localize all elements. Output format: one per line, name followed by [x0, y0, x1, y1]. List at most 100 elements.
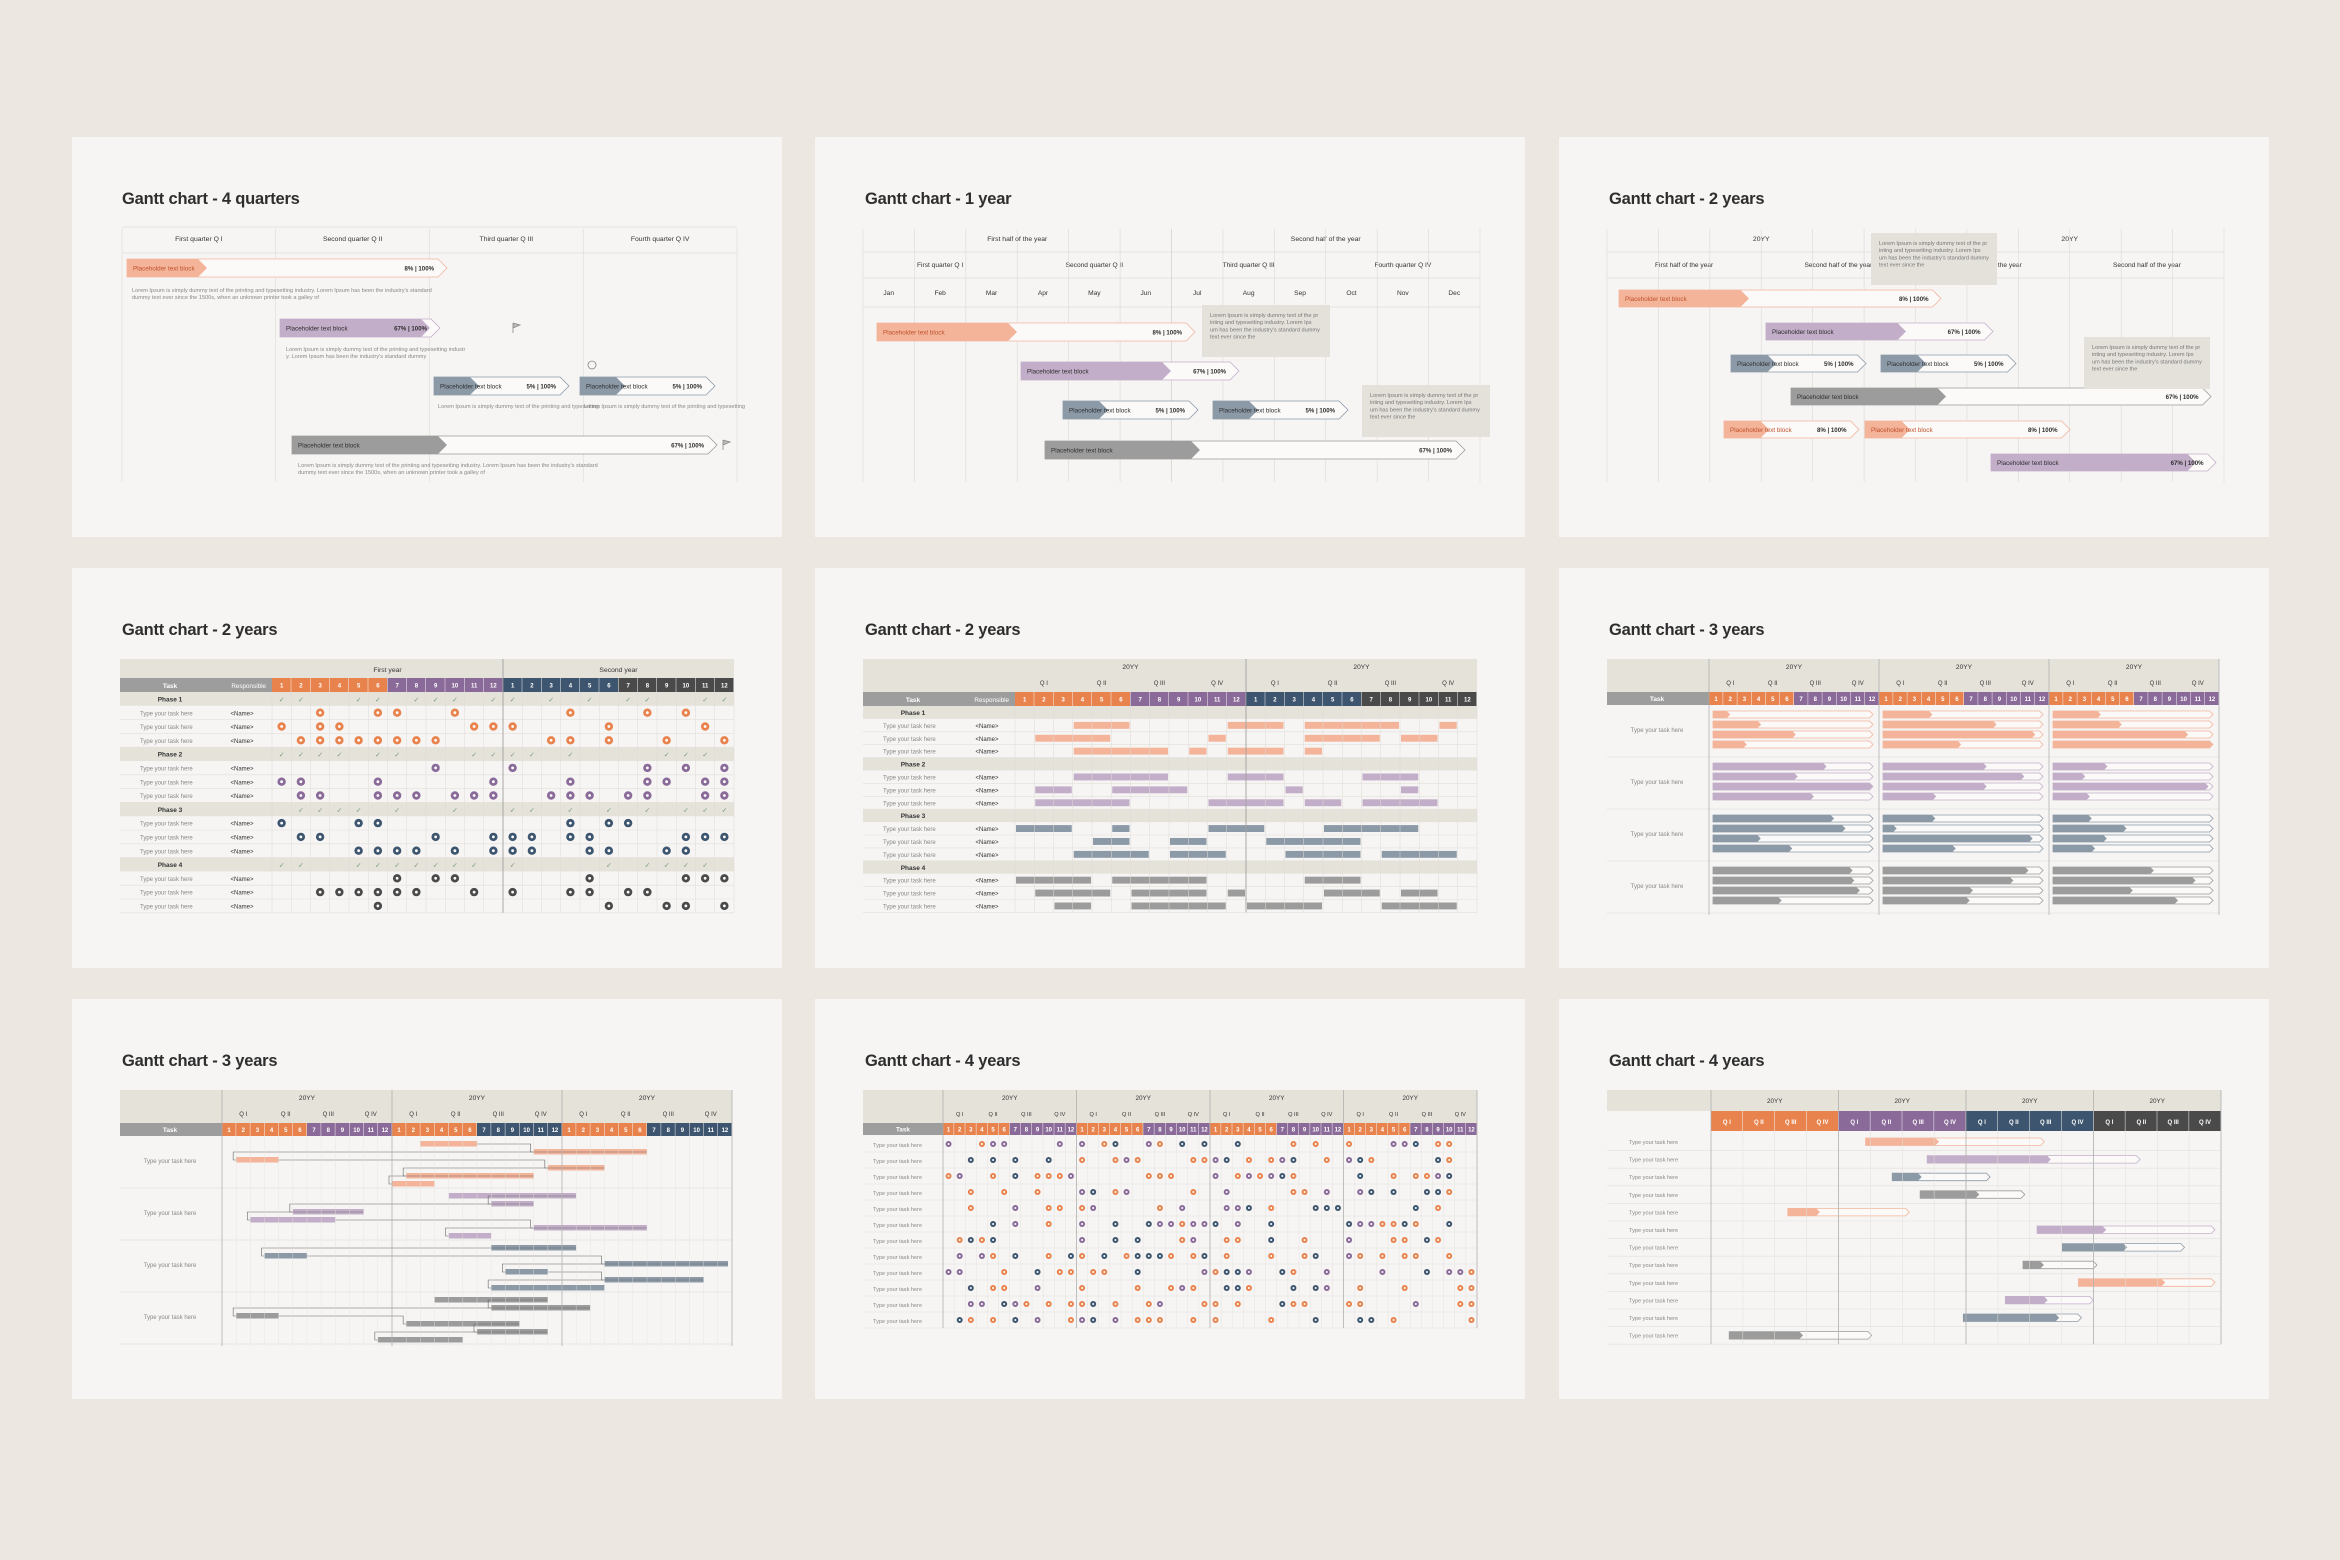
- marker-center: [318, 835, 322, 839]
- month-cell: [689, 1123, 704, 1136]
- marker-center: [1181, 1239, 1184, 1241]
- month-number: 9: [1408, 697, 1412, 703]
- marker-center: [1270, 1175, 1273, 1177]
- month-cell: [1907, 692, 1921, 705]
- marker-center: [980, 1239, 983, 1241]
- check-icon: ✓: [433, 863, 439, 870]
- month-number: 6: [1119, 697, 1123, 703]
- check-icon: ✓: [490, 697, 496, 704]
- marker-center: [1236, 1287, 1239, 1289]
- check-icon: ✓: [548, 697, 554, 704]
- month-cell: [1087, 1123, 1099, 1135]
- task-label: Type your task here: [1629, 1246, 1678, 1252]
- marker-center: [1103, 1271, 1106, 1273]
- month-number: 10: [1840, 697, 1847, 703]
- marker-center: [1047, 1175, 1050, 1177]
- task-label: Type your task here: [140, 836, 193, 842]
- month-number: 8: [1389, 697, 1393, 703]
- year-header: 20YY: [1353, 664, 1370, 671]
- month-cell: [522, 678, 541, 692]
- month-number: 1: [2054, 697, 2058, 703]
- check-icon: ✓: [683, 752, 689, 759]
- month-cell: [590, 1123, 604, 1136]
- quarter-header: Q IV: [2022, 681, 2034, 687]
- month-cell: [1132, 1123, 1143, 1135]
- marker-center: [626, 821, 630, 825]
- quarter-header: Q I: [1040, 681, 1048, 687]
- task-arrow-progress: [2023, 1261, 2044, 1269]
- bar-label: Placeholder text block: [1027, 368, 1089, 375]
- month-number: 10: [1426, 697, 1433, 703]
- header-block: [1607, 1090, 2221, 1111]
- slide-gantt-2-years-markers[interactable]: Gantt chart - 2 years First year Second y…: [72, 568, 782, 968]
- callout-text: text ever since the: [1370, 415, 1415, 421]
- marker-center: [969, 1239, 972, 1241]
- month-number: 4: [1247, 1127, 1251, 1133]
- marker-center: [1392, 1143, 1395, 1145]
- marker-center: [1225, 1207, 1228, 1209]
- task-bar-progress: [1881, 355, 1926, 372]
- marker-center: [1225, 1159, 1228, 1161]
- month-cell: [1053, 692, 1073, 706]
- marker-center: [607, 821, 611, 825]
- month-cell: [1149, 692, 1169, 706]
- month-cell: [1009, 1123, 1021, 1135]
- task-label: Type your task here: [1629, 1210, 1678, 1216]
- task-bar: [1304, 747, 1322, 755]
- marker-center: [1236, 1223, 1239, 1225]
- check-icon: ✓: [298, 752, 304, 759]
- month-cell: [406, 1123, 420, 1136]
- marker-center: [472, 794, 476, 797]
- month-cell: [547, 1123, 562, 1136]
- marker-center: [1325, 1271, 1328, 1273]
- marker-center: [1236, 1175, 1239, 1177]
- month-number: 1: [1254, 697, 1258, 703]
- bar-value: 67% | 100%: [2171, 460, 2204, 467]
- task-bar-progress: [1213, 401, 1258, 419]
- slide-gantt-1-year[interactable]: Gantt chart - 1 year First half of the y…: [815, 137, 1525, 537]
- quarter-header: Q III: [1385, 681, 1397, 687]
- slide-gantt-3-years-arrows[interactable]: Gantt chart - 3 years 20YY 20YY 20YY Q I Q I…: [1559, 568, 2269, 968]
- task-label: Type your task here: [140, 725, 193, 731]
- marker-center: [357, 738, 361, 742]
- month-number: 6: [1785, 697, 1789, 703]
- slide-gantt-4-quarters[interactable]: Gantt chart - 4 quarters First quarter Q…: [72, 137, 782, 537]
- slide-gantt-4-years-markers[interactable]: Gantt chart - 4 years 20YY 20YY 20YY 20YY Q …: [815, 999, 1525, 1399]
- bar-value: 8% | 100%: [405, 265, 435, 272]
- bar-value: 8% | 100%: [2028, 427, 2058, 434]
- month-number: 2: [582, 1128, 586, 1134]
- year-header: 20YY: [469, 1095, 486, 1102]
- month-number: 6: [638, 1128, 642, 1134]
- responsible-name: <Name>: [230, 767, 254, 773]
- marker-center: [1047, 1303, 1050, 1305]
- month-number: 9: [1303, 1127, 1307, 1133]
- month-number: 8: [1814, 697, 1818, 703]
- month-cell: [1836, 692, 1851, 705]
- task-label: Type your task here: [1629, 1140, 1678, 1146]
- task-arrow-progress: [1883, 897, 1970, 904]
- month-cell: [1092, 692, 1111, 706]
- marker-center: [1058, 1271, 1061, 1273]
- marker-center: [665, 780, 669, 784]
- month-number: 11: [538, 1128, 545, 1134]
- task-label: Type your task here: [883, 827, 936, 833]
- month-number: 4: [1927, 697, 1931, 703]
- check-icon: ✓: [644, 697, 650, 704]
- slide-gantt-2-years-callouts[interactable]: Gantt chart - 2 years 20YY 20YY First half…: [1559, 137, 2269, 537]
- marker-center: [1236, 1207, 1239, 1209]
- marker-center: [1325, 1191, 1328, 1193]
- slide-gantt-3-years-dependencies[interactable]: Gantt chart - 3 years 20YY 20YY 20YY Q I Q I…: [72, 999, 782, 1399]
- month-cell: [387, 678, 407, 692]
- quarter-header: Q III: [2040, 1120, 2052, 1126]
- task-arrow-progress: [2053, 815, 2092, 822]
- month-cell: [1737, 692, 1751, 705]
- task-label: Type your task here: [1629, 1334, 1678, 1340]
- task-bar: [1016, 825, 1072, 832]
- month-number: 5: [1331, 697, 1335, 703]
- marker-center: [1437, 1191, 1440, 1193]
- slide-gantt-4-years-arrows[interactable]: Gantt chart - 4 years 20YY 20YY 20YY 20YY Q …: [1559, 999, 2269, 1399]
- month-number: 4: [569, 683, 573, 689]
- marker-center: [1425, 1239, 1428, 1241]
- slide-gantt-2-years-bars[interactable]: Gantt chart - 2 years 20YY 20YY Q I Q II Q I…: [815, 568, 1525, 968]
- marker-center: [1414, 1255, 1417, 1257]
